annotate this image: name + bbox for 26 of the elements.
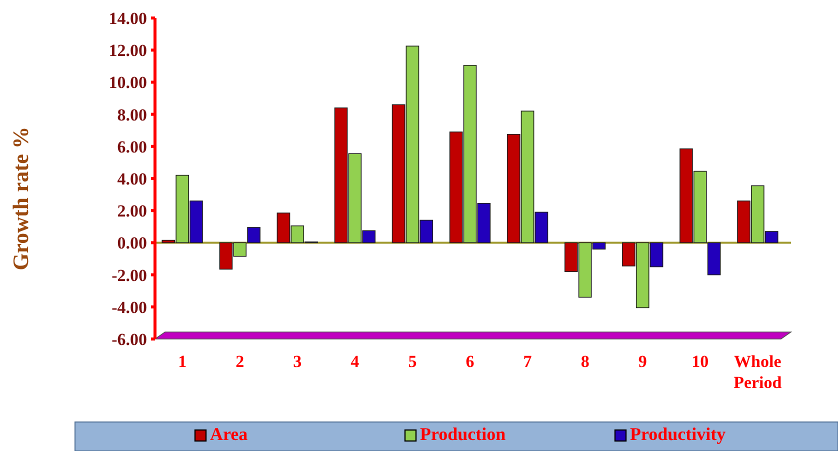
y-tick-label: 2.00 [117,202,147,221]
x-tick-label: Whole Period [734,352,782,392]
y-tick-label: -6.00 [112,330,147,349]
x-tick-label: 1 [178,352,187,371]
y-tick-label: 8.00 [117,105,147,124]
x-tick-label: 8 [580,352,590,371]
x-tick-label: 7 [523,352,532,371]
x-tick-label: 5 [408,352,417,371]
y-tick-label: 6.00 [117,137,147,156]
x-tick-label: 9 [638,352,647,371]
legend-label: Area [210,424,248,444]
legend-label: Productivity [630,424,726,444]
y-tick-label: 14.00 [108,8,147,28]
y-tick-label: -2.00 [112,266,147,285]
y-tick-label: 4.00 [117,169,147,188]
x-tick-label: 4 [350,352,360,371]
x-tick-label: 6 [466,352,474,371]
x-tick-label: 3 [293,352,302,371]
x-tick-label: 2 [236,352,244,371]
y-tick-label: 12.00 [108,41,147,60]
y-tick-label: -4.00 [112,298,147,317]
y-tick-label: 10.00 [108,73,147,92]
y-tick-label: 0.00 [117,234,147,253]
legend-label: Production [420,424,506,444]
y-axis-title: Growth rate % [8,126,33,270]
x-tick-label: 10 [692,352,709,371]
